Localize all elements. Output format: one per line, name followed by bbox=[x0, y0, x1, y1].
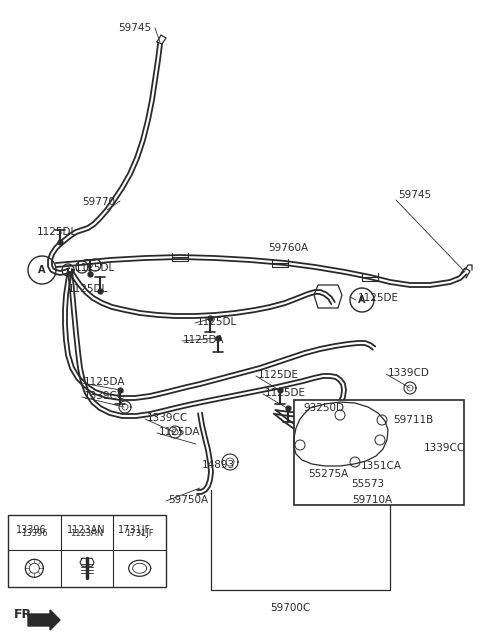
Text: 1351CA: 1351CA bbox=[361, 461, 402, 471]
Text: 59745: 59745 bbox=[118, 23, 151, 33]
Text: 1125DL: 1125DL bbox=[37, 227, 77, 237]
Text: 59711B: 59711B bbox=[393, 415, 433, 425]
Polygon shape bbox=[28, 610, 60, 630]
Text: 1123AN: 1123AN bbox=[67, 525, 106, 535]
Text: A: A bbox=[358, 295, 366, 305]
Text: 59770: 59770 bbox=[82, 197, 115, 207]
Text: 55275A: 55275A bbox=[308, 469, 348, 479]
Text: 1339CC: 1339CC bbox=[424, 443, 465, 453]
Text: 59750A: 59750A bbox=[168, 495, 208, 505]
Text: 59700C: 59700C bbox=[270, 603, 310, 613]
Text: 13396: 13396 bbox=[16, 525, 47, 535]
Text: 1125DA: 1125DA bbox=[84, 377, 125, 387]
Text: 1123AN: 1123AN bbox=[71, 528, 104, 537]
Text: 1125DE: 1125DE bbox=[358, 293, 399, 303]
Text: 1125DE: 1125DE bbox=[265, 388, 306, 398]
Text: A: A bbox=[38, 265, 46, 275]
Text: 13396: 13396 bbox=[21, 528, 48, 537]
Bar bbox=[8, 515, 166, 587]
Text: 1339CD: 1339CD bbox=[388, 368, 430, 378]
Text: 55573: 55573 bbox=[351, 479, 384, 489]
Text: 1125DE: 1125DE bbox=[258, 370, 299, 380]
Text: 1125DL: 1125DL bbox=[75, 263, 115, 273]
Text: 93250D: 93250D bbox=[303, 403, 344, 413]
Text: 1731JF: 1731JF bbox=[118, 525, 151, 535]
Text: 1339CC: 1339CC bbox=[147, 413, 188, 423]
Text: FR.: FR. bbox=[14, 608, 37, 620]
Text: 1125DL: 1125DL bbox=[197, 317, 237, 327]
Text: 59745: 59745 bbox=[398, 190, 431, 200]
Bar bbox=[294, 400, 464, 505]
Text: 1125DA: 1125DA bbox=[159, 427, 201, 437]
Text: 59710A: 59710A bbox=[352, 495, 392, 505]
Text: 1125DA: 1125DA bbox=[183, 335, 225, 345]
Text: 1339CC: 1339CC bbox=[84, 391, 125, 401]
Text: 1731JF: 1731JF bbox=[125, 528, 154, 537]
Text: 59760A: 59760A bbox=[268, 243, 308, 253]
Text: 14893: 14893 bbox=[202, 460, 235, 470]
Text: 1125DL: 1125DL bbox=[68, 284, 108, 294]
